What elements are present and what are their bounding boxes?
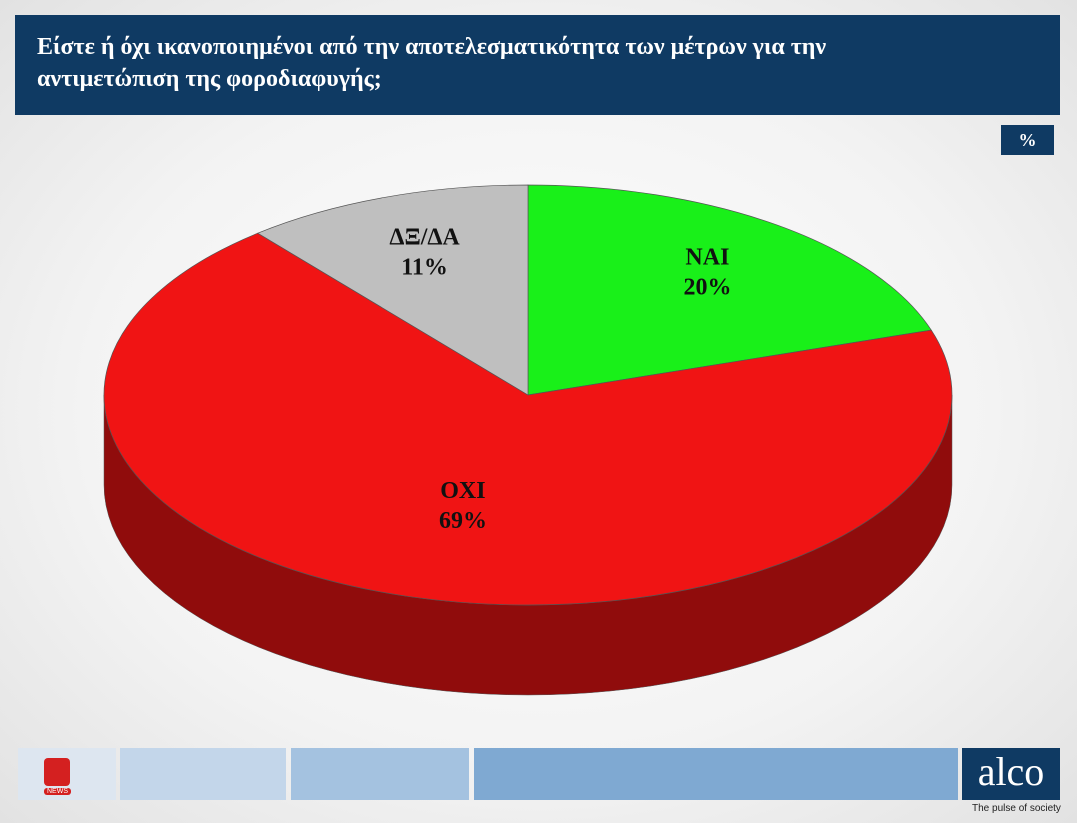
chart-title: Είστε ή όχι ικανοποιημένοι από την αποτε… (37, 34, 827, 92)
slice-value-label: 20% (683, 275, 731, 301)
channel-badge: NEWS (44, 788, 71, 795)
slice-category: ΝΑΙ (685, 245, 729, 271)
slice (103, 232, 953, 606)
footer-bar (291, 748, 469, 800)
footer-bar (474, 748, 958, 800)
slice-value-label: 69% (439, 508, 487, 534)
channel-logo (44, 758, 70, 786)
slice (527, 184, 932, 396)
header: Είστε ή όχι ικανοποιημένοι από την αποτε… (15, 15, 1060, 115)
footer-bar (120, 748, 286, 800)
brand-logo: alco (962, 748, 1060, 800)
slice-value-label: 11% (401, 255, 448, 281)
brand-tagline: The pulse of society (972, 803, 1061, 814)
slice-category: ΟΧΙ (440, 478, 485, 504)
unit-badge: % (1001, 125, 1054, 155)
slice-category: ΔΞ/ΔΑ (389, 225, 460, 251)
slice (256, 184, 529, 396)
